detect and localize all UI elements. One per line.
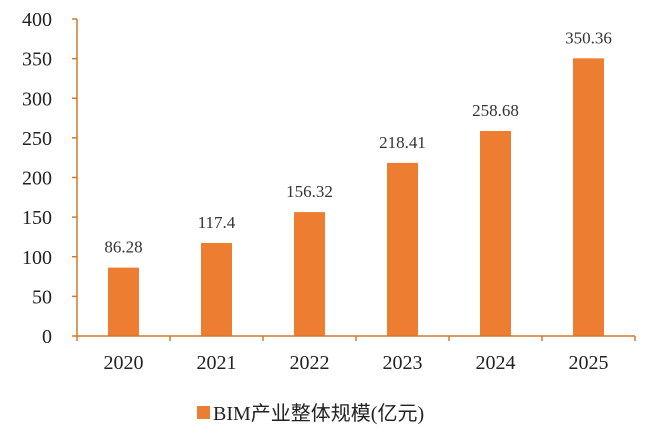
data-label: 86.28 (104, 238, 142, 257)
y-tick-label: 200 (22, 168, 52, 190)
y-tick-label: 0 (42, 326, 52, 348)
x-tick-label: 2025 (569, 352, 609, 374)
y-tick-label: 400 (22, 9, 52, 31)
data-label: 258.68 (472, 101, 519, 120)
x-axis: 2020 2021 2022 2023 2024 2025 (76, 336, 636, 374)
y-tick-label: 100 (22, 247, 52, 269)
y-tick-label: 50 (32, 286, 52, 308)
legend-label: BIM产业整体规模(亿元) (213, 402, 424, 425)
data-label: 350.36 (565, 28, 612, 47)
y-tick-label: 250 (22, 128, 52, 150)
x-tick-label: 2024 (476, 352, 516, 374)
bar (573, 58, 604, 337)
y-tick-label: 150 (22, 207, 52, 229)
y-tick-label: 350 (22, 49, 52, 71)
bar-series (108, 58, 604, 337)
y-axis: 0 50 100 150 200 250 300 350 400 (22, 9, 77, 348)
data-labels: 86.28 117.4 156.32 218.41 258.68 350.36 (104, 28, 612, 256)
bar (294, 212, 325, 336)
legend: BIM产业整体规模(亿元) (197, 402, 424, 425)
legend-swatch (197, 406, 210, 419)
bar (387, 162, 418, 336)
data-label: 218.41 (379, 133, 426, 152)
x-tick-label: 2022 (290, 352, 330, 374)
data-label: 117.4 (198, 213, 236, 232)
y-tick-label: 300 (22, 88, 52, 110)
data-label: 156.32 (286, 182, 333, 201)
x-tick-label: 2023 (383, 352, 423, 374)
bar (201, 242, 232, 336)
bar (480, 130, 511, 336)
x-tick-label: 2020 (104, 352, 144, 374)
bar (108, 267, 139, 336)
x-tick-label: 2021 (197, 352, 237, 374)
